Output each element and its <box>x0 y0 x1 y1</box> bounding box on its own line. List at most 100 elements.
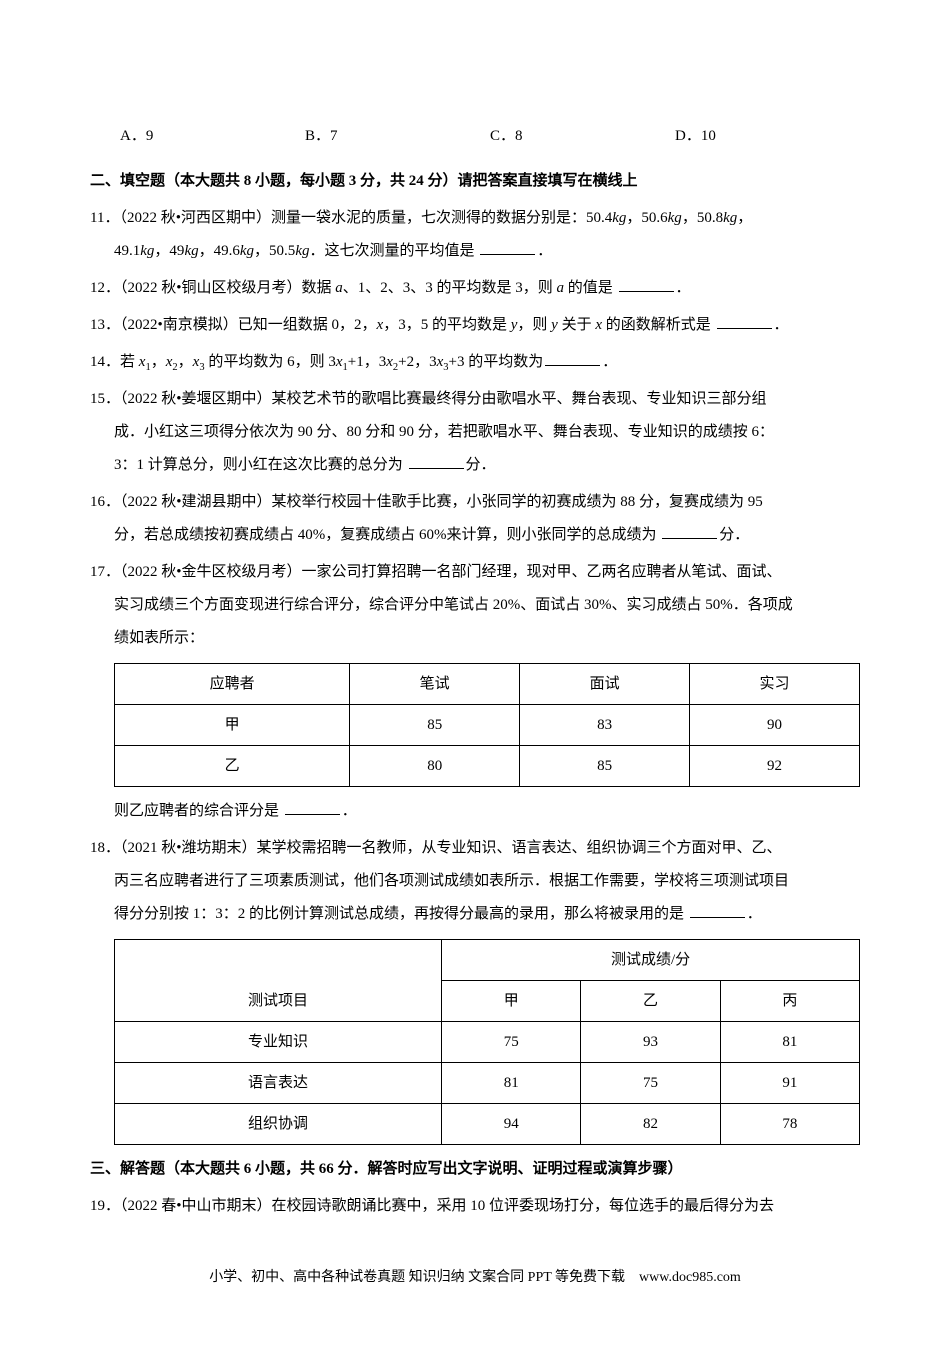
q17-table: 应聘者 笔试 面试 实习 甲 85 83 90 乙 80 85 92 <box>114 663 860 787</box>
table-header: 面试 <box>520 664 690 705</box>
table-cell: 78 <box>720 1104 859 1145</box>
q13-m1: ，3，5 的平均数是 <box>383 317 511 333</box>
table-cell: 93 <box>581 1022 720 1063</box>
page-footer: 小学、初中、高中各种试卷真题 知识归纳 文案合同 PPT 等免费下载 www.d… <box>90 1263 860 1294</box>
period: ． <box>602 354 617 370</box>
q14-pre: 14．若 <box>90 354 139 370</box>
table-row: 专业知识 75 93 81 <box>115 1022 860 1063</box>
blank <box>690 903 745 918</box>
table-header: 笔试 <box>350 664 520 705</box>
choice-c: C．8 <box>490 120 675 153</box>
question-12: 12．（2022 秋•铜山区校级月考）数据 a、1、2、3、3 的平均数是 3，… <box>90 272 860 305</box>
q16-line1: 16．（2022 秋•建湖县期中）某校举行校园十佳歌手比赛，小张同学的初赛成绩为… <box>90 486 860 519</box>
table-cell: 94 <box>442 1104 581 1145</box>
q15-line3: 3：1 计算总分，则小红在这次比赛的总分为 分． <box>90 449 860 482</box>
q14-mid: 的平均数为 6，则 3 <box>205 354 336 370</box>
table-cell: 语言表达 <box>115 1063 442 1104</box>
period: ． <box>676 280 691 296</box>
answer-choices: A．9 B．7 C．8 D．10 <box>90 120 860 153</box>
q14-text: 14．若 x1，x2，x3 的平均数为 6，则 3x1+1，3x2+2，3x3+… <box>90 346 860 379</box>
table-header: 甲 <box>442 981 581 1022</box>
table-header: 实习 <box>690 664 860 705</box>
question-15: 15．（2022 秋•姜堰区期中）某校艺术节的歌唱比赛最终得分由歌唱水平、舞台表… <box>90 383 860 482</box>
table-row: 测试项目 测试成绩/分 <box>115 940 860 981</box>
q12-mid: 、1、2、3、3 的平均数是 3，则 <box>343 280 557 296</box>
q11-cont: 49.1kg，49kg，49.6kg，50.5kg．这七次测量的平均值是 ． <box>90 235 860 268</box>
q13-m2: ，则 <box>517 317 551 333</box>
q11-text: 11．（2022 秋•河西区期中）测量一袋水泥的质量，七次测得的数据分别是：50… <box>90 202 860 235</box>
table-header: 丙 <box>720 981 859 1022</box>
q15-l3pre: 3：1 计算总分，则小红在这次比赛的总分为 <box>114 457 403 473</box>
table-cell: 85 <box>520 746 690 787</box>
q12-post: 的值是 <box>564 280 613 296</box>
period: ． <box>537 243 552 259</box>
blank <box>480 240 535 255</box>
q17-line2: 实习成绩三个方面变现进行综合评分，综合评分中笔试占 20%、面试占 30%、实习… <box>90 589 860 622</box>
q17-line1: 17．（2022 秋•金牛区校级月考）一家公司打算招聘一名部门经理，现对甲、乙两… <box>90 556 860 589</box>
q15-l3post: 分． <box>466 457 496 473</box>
question-13: 13．（2022•南京模拟）已知一组数据 0，2， x ，3，5 的平均数是 y，则… <box>90 309 860 342</box>
q16-l2pre: 分，若总成绩按初赛成绩占 40%，复赛成绩占 60%来计算，则小张同学的总成绩为 <box>114 527 657 543</box>
q11-pre: 11．（2022 秋•河西区期中）测量一袋水泥的质量，七次测得的数据分别是：50… <box>90 210 612 226</box>
q18-line1: 18．（2021 秋•潍坊期末）某学校需招聘一名教师，从专业知识、语言表达、组织… <box>90 832 860 865</box>
unit: kg <box>140 243 154 259</box>
blank <box>545 351 600 366</box>
unit: kg <box>668 210 682 226</box>
q14-t2: +2，3 <box>398 354 436 370</box>
c2: ， <box>178 354 193 370</box>
q12-text: 12．（2022 秋•铜山区校级月考）数据 a、1、2、3、3 的平均数是 3，… <box>90 272 860 305</box>
choice-d: D．10 <box>675 120 860 153</box>
c1: ， <box>151 354 166 370</box>
table-cell: 91 <box>720 1063 859 1104</box>
q16-l2post: 分． <box>719 527 749 543</box>
blank <box>717 314 772 329</box>
q11-l2c: ，49.6 <box>199 243 240 259</box>
table-cell: 90 <box>690 705 860 746</box>
table-cell: 专业知识 <box>115 1022 442 1063</box>
table-header: 测试项目 <box>115 940 442 1022</box>
blank <box>619 277 674 292</box>
q18-table: 测试项目 测试成绩/分 甲 乙 丙 专业知识 75 93 81 语言表达 81 … <box>114 939 860 1145</box>
table-cell: 85 <box>350 705 520 746</box>
q17-line3: 绩如表所示： <box>90 622 860 655</box>
table-cell: 乙 <box>115 746 350 787</box>
question-16: 16．（2022 秋•建湖县期中）某校举行校园十佳歌手比赛，小张同学的初赛成绩为… <box>90 486 860 552</box>
question-19: 19．（2022 春•中山市期末）在校园诗歌朗诵比赛中，采用 10 位评委现场打… <box>90 1190 860 1223</box>
unit: kg <box>184 243 198 259</box>
blank <box>409 454 464 469</box>
q18-l3post: ． <box>747 906 762 922</box>
q13-post: 的函数解析式是 <box>602 317 711 333</box>
var-a: a <box>335 280 343 296</box>
q18-line3: 得分分别按 1：3：2 的比例计算测试总成绩，再按得分最高的录用，那么将被录用的… <box>90 898 860 931</box>
table-cell: 组织协调 <box>115 1104 442 1145</box>
q17-after-pre: 则乙应聘者的综合评分是 <box>114 803 279 819</box>
table-cell: 81 <box>720 1022 859 1063</box>
q13-pre: 13．（2022•南京模拟）已知一组数据 0，2， <box>90 317 377 333</box>
section-2-title: 二、填空题（本大题共 8 小题，每小题 3 分，共 24 分）请把答案直接填写在… <box>90 165 860 198</box>
table-cell: 80 <box>350 746 520 787</box>
table-row: 甲 85 83 90 <box>115 705 860 746</box>
q11-p3: ， <box>737 210 752 226</box>
var-x: x <box>595 317 602 333</box>
unit: kg <box>240 243 254 259</box>
period: ． <box>774 317 789 333</box>
q11-p1: ，50.6 <box>626 210 667 226</box>
q16-line2: 分，若总成绩按初赛成绩占 40%，复赛成绩占 60%来计算，则小张同学的总成绩为… <box>90 519 860 552</box>
q15-line1: 15．（2022 秋•姜堰区期中）某校艺术节的歌唱比赛最终得分由歌唱水平、舞台表… <box>90 383 860 416</box>
q13-m3: 关于 <box>558 317 596 333</box>
q19-line1: 19．（2022 春•中山市期末）在校园诗歌朗诵比赛中，采用 10 位评委现场打… <box>90 1190 860 1223</box>
table-cell: 甲 <box>115 705 350 746</box>
table-cell: 75 <box>581 1063 720 1104</box>
table-header: 测试成绩/分 <box>442 940 860 981</box>
question-18: 18．（2021 秋•潍坊期末）某学校需招聘一名教师，从专业知识、语言表达、组织… <box>90 832 860 1145</box>
table-header: 应聘者 <box>115 664 350 705</box>
table-header: 乙 <box>581 981 720 1022</box>
var-x: x <box>336 354 343 370</box>
q13-text: 13．（2022•南京模拟）已知一组数据 0，2， x ，3，5 的平均数是 y，则… <box>90 309 860 342</box>
q11-l2a: 49.1 <box>114 243 140 259</box>
blank <box>285 800 340 815</box>
choice-a: A．9 <box>120 120 305 153</box>
q11-p2: ，50.8 <box>682 210 723 226</box>
var-y: y <box>551 317 558 333</box>
q11-l2e: ．这七次测量的平均值是 <box>309 243 474 259</box>
